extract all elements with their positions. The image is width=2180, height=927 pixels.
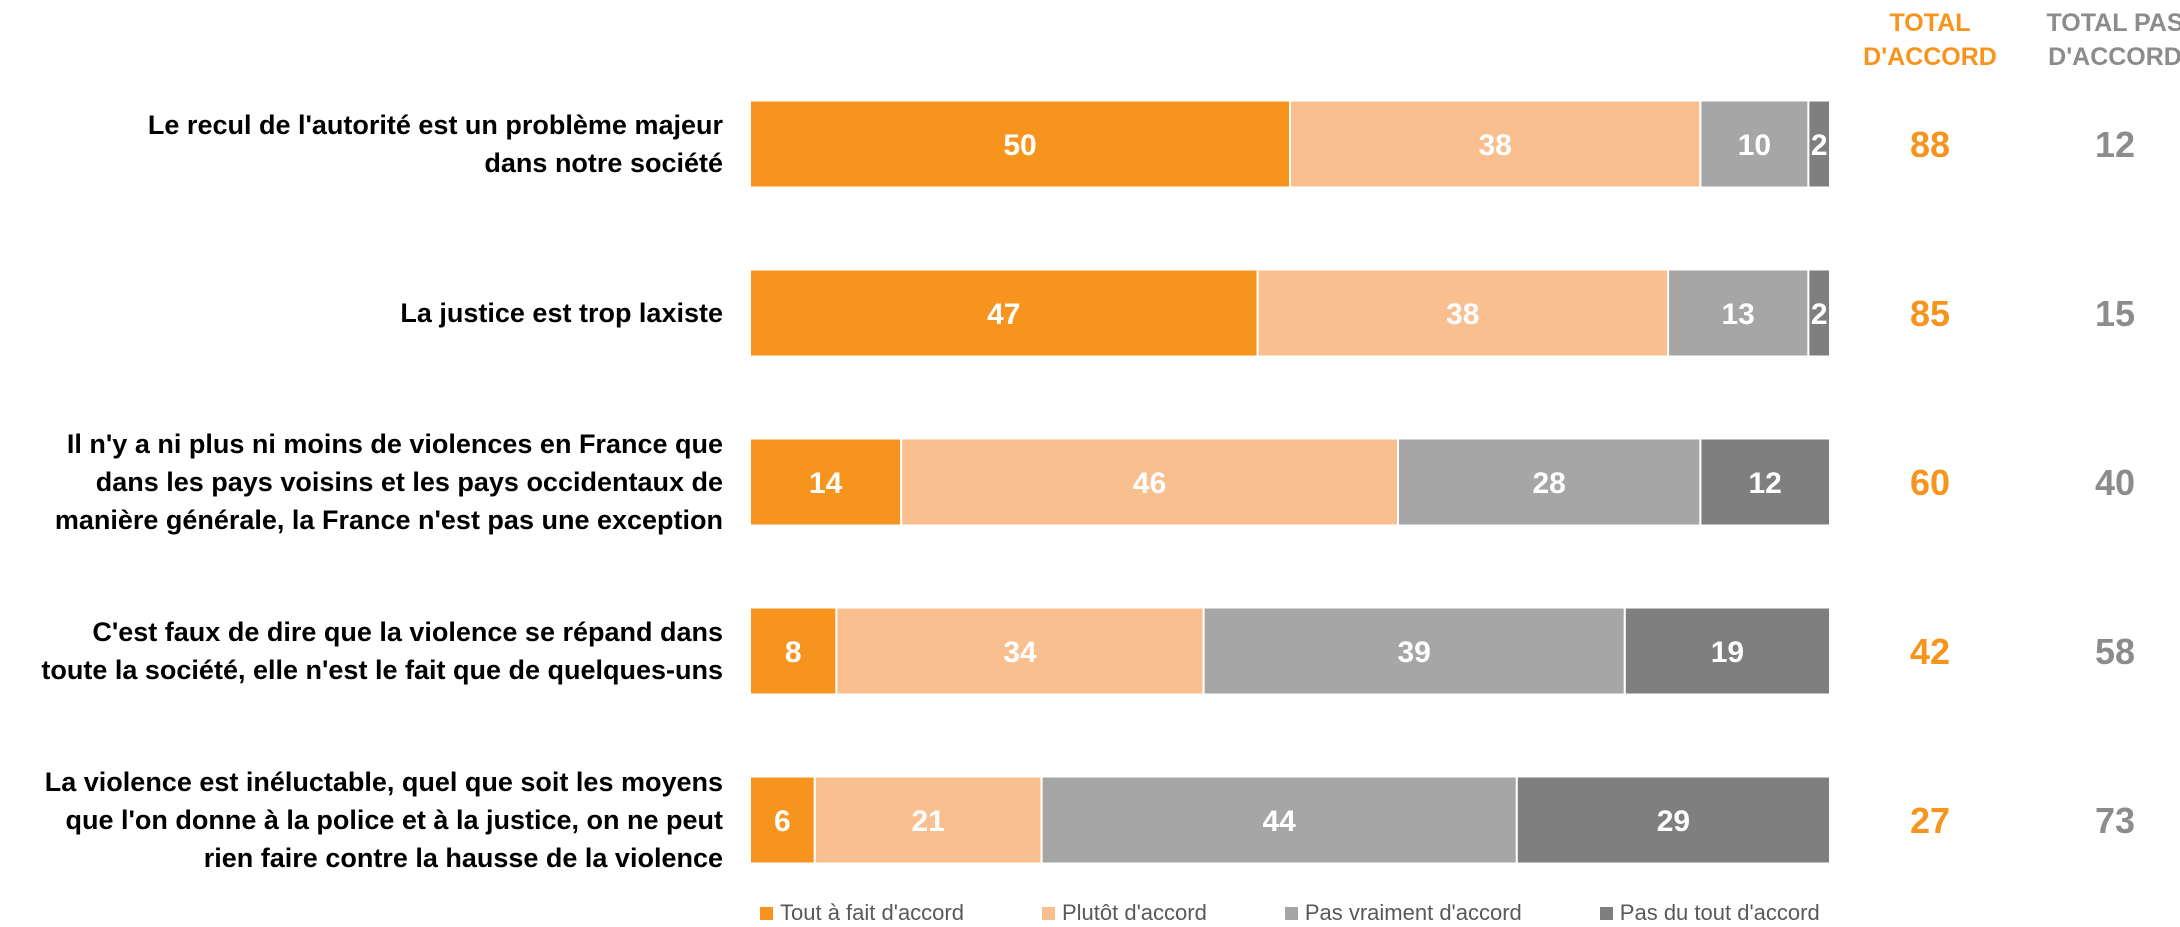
legend-label-tout-a-fait: Tout à fait d'accord <box>780 900 964 925</box>
data-label: 29 <box>1657 805 1690 838</box>
total-disagree-header-line2: D'ACCORD <box>2048 43 2180 71</box>
bar-segment <box>749 775 816 865</box>
data-label: 38 <box>1479 129 1512 162</box>
bar-segment <box>1515 775 1832 865</box>
category-label-line: manière générale, la France n'est pas un… <box>55 505 723 535</box>
data-label: 21 <box>912 805 945 838</box>
data-label: 47 <box>987 298 1020 331</box>
bar-segment <box>749 268 1259 358</box>
legend-item-plutot: Plutôt d'accord <box>1041 900 1207 926</box>
data-label: 34 <box>1003 636 1037 669</box>
total-agree-value: 27 <box>1910 800 1950 841</box>
bar-segment <box>1202 606 1626 696</box>
category-label-line: rien faire contre la hausse de la violen… <box>204 843 723 873</box>
data-label: 39 <box>1398 636 1431 669</box>
legend-swatch-tout-a-fait <box>760 906 773 920</box>
category-label-line: Il n'y a ni plus ni moins de violences e… <box>67 429 723 459</box>
data-label: 19 <box>1711 636 1744 669</box>
data-label: 2 <box>1811 298 1828 331</box>
data-label: 38 <box>1446 298 1479 331</box>
chart-legend: Tout à fait d'accord Plutôt d'accord Pas… <box>760 900 1820 926</box>
category-label-line: dans notre société <box>484 148 723 178</box>
category-label-line: C'est faux de dire que la violence se ré… <box>92 617 723 647</box>
legend-swatch-pas-du-tout <box>1599 906 1613 920</box>
legend-label-pas-du-tout: Pas du tout d'accord <box>1619 900 1820 925</box>
total-disagree-header-line1: TOTAL PAS <box>2046 9 2180 37</box>
category-label-line: La justice est trop laxiste <box>400 298 723 328</box>
data-label: 14 <box>809 467 843 500</box>
category-label: C'est faux de dire que la violence se ré… <box>41 617 723 685</box>
legend-item-pas-vraiment: Pas vraiment d'accord <box>1284 900 1522 926</box>
bar-segment <box>900 437 1399 527</box>
category-label-line: toute la société, elle n'est le fait que… <box>41 655 723 685</box>
bar-segment <box>1667 268 1810 358</box>
data-label: 8 <box>785 636 802 669</box>
bar-segment <box>749 99 1291 189</box>
data-label: 28 <box>1533 467 1566 500</box>
stacked-bar-chart: Le recul de l'autorité est un problème m… <box>41 99 2135 873</box>
total-disagree-value: 12 <box>2095 124 2135 165</box>
total-agree-header: TOTAL D'ACCORD <box>1840 6 2020 74</box>
category-label-line: Le recul de l'autorité est un problème m… <box>148 110 724 140</box>
data-label: 2 <box>1811 129 1828 162</box>
total-disagree-header: TOTAL PAS D'ACCORD <box>2025 6 2180 74</box>
category-label: La justice est trop laxiste <box>400 298 723 328</box>
total-disagree-value: 15 <box>2095 293 2135 334</box>
category-label: Il n'y a ni plus ni moins de violences e… <box>55 429 723 535</box>
category-label-line: La violence est inéluctable, quel que so… <box>45 767 723 797</box>
total-agree-header-line1: TOTAL <box>1889 9 1971 37</box>
legend-label-pas-vraiment: Pas vraiment d'accord <box>1304 900 1522 925</box>
total-disagree-value: 73 <box>2095 800 2135 841</box>
bar-segment <box>813 775 1043 865</box>
category-label: Le recul de l'autorité est un problème m… <box>148 110 724 178</box>
bar-segment <box>1623 606 1832 696</box>
total-agree-header-line2: D'ACCORD <box>1863 43 1997 71</box>
legend-item-tout-a-fait: Tout à fait d'accord <box>760 900 964 926</box>
category-label: La violence est inéluctable, quel que so… <box>45 767 723 873</box>
total-disagree-value: 58 <box>2095 631 2135 672</box>
bar-segment <box>1256 268 1669 358</box>
legend-label-plutot: Plutôt d'accord <box>1061 900 1207 925</box>
bar-segment <box>835 606 1205 696</box>
data-label: 44 <box>1263 805 1297 838</box>
data-label: 12 <box>1749 467 1782 500</box>
bar-segment <box>1289 99 1702 189</box>
legend-swatch-pas-vraiment <box>1284 906 1298 920</box>
total-agree-value: 42 <box>1910 631 1950 672</box>
total-agree-value: 85 <box>1910 293 1950 334</box>
data-label: 6 <box>774 805 791 838</box>
total-disagree-value: 40 <box>2095 462 2135 503</box>
data-label: 13 <box>1722 298 1755 331</box>
data-label: 46 <box>1133 467 1166 500</box>
bar-segment <box>1699 437 1832 527</box>
category-label-line: que l'on donne à la police et à la justi… <box>65 805 723 835</box>
total-agree-value: 60 <box>1910 462 1950 503</box>
category-label-line: dans les pays voisins et les pays occide… <box>96 467 723 497</box>
bar-segment <box>1807 268 1832 358</box>
bar-segment <box>1699 99 1810 189</box>
legend-item-pas-du-tout: Pas du tout d'accord <box>1599 900 1820 926</box>
bar-segment <box>1040 775 1518 865</box>
data-label: 50 <box>1003 129 1036 162</box>
total-agree-value: 88 <box>1910 124 1950 165</box>
bar-segment <box>1807 99 1832 189</box>
legend-swatch-plutot <box>1041 906 1055 920</box>
data-label: 10 <box>1738 129 1771 162</box>
